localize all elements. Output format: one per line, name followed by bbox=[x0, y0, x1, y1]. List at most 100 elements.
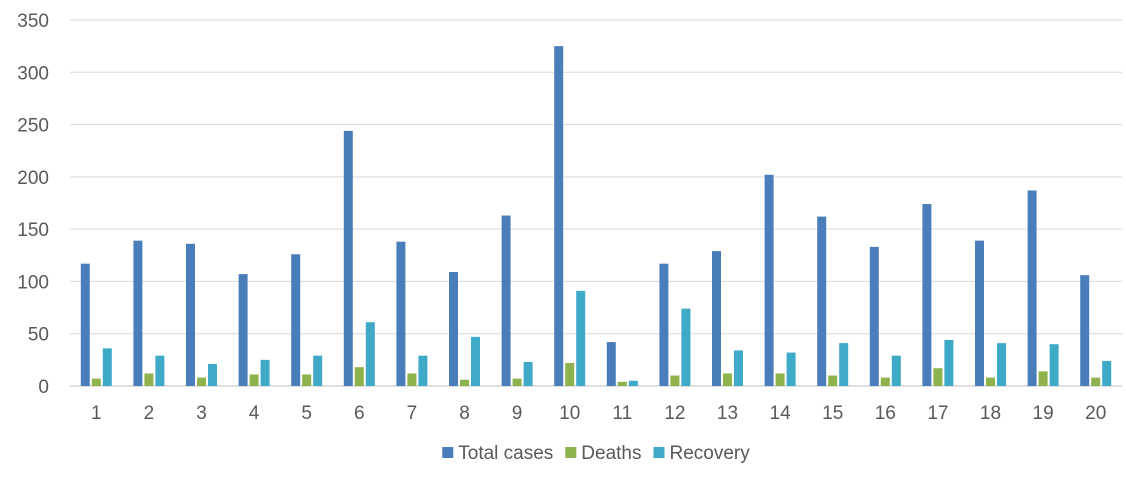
bar bbox=[1091, 377, 1101, 386]
x-tick-label: 17 bbox=[927, 403, 948, 424]
x-tick-label: 1 bbox=[91, 403, 102, 424]
bar bbox=[1038, 371, 1048, 386]
bar bbox=[828, 375, 838, 386]
bar bbox=[1027, 190, 1037, 386]
bar bbox=[944, 339, 954, 386]
bar bbox=[501, 215, 511, 386]
legend-label: Deaths bbox=[581, 443, 641, 464]
bar bbox=[880, 377, 890, 386]
bar bbox=[313, 355, 323, 386]
x-tick-label: 19 bbox=[1033, 403, 1054, 424]
series-total-cases bbox=[80, 46, 1090, 387]
x-tick-label: 2 bbox=[144, 403, 155, 424]
bar bbox=[933, 368, 943, 386]
bar bbox=[260, 359, 270, 386]
bar bbox=[155, 355, 165, 386]
bar bbox=[291, 254, 301, 386]
bar bbox=[869, 246, 879, 386]
bar bbox=[396, 241, 406, 386]
bar bbox=[891, 355, 901, 386]
bar bbox=[997, 343, 1006, 386]
y-tick-label: 200 bbox=[17, 168, 49, 189]
bar bbox=[554, 46, 564, 387]
bar bbox=[986, 377, 995, 386]
bar bbox=[471, 336, 480, 386]
bar bbox=[80, 263, 90, 386]
bar bbox=[249, 374, 259, 386]
legend: Total cases Deaths Recovery bbox=[442, 443, 750, 464]
bars bbox=[80, 46, 1112, 387]
bar bbox=[302, 374, 312, 386]
y-tick-label: 50 bbox=[28, 325, 49, 346]
x-tick-label: 15 bbox=[822, 403, 843, 424]
bar bbox=[670, 375, 680, 386]
bar bbox=[144, 373, 154, 386]
bar bbox=[712, 251, 721, 386]
bar bbox=[659, 263, 669, 386]
x-tick-label: 6 bbox=[354, 403, 365, 424]
bar bbox=[786, 352, 796, 386]
legend-label: Total cases bbox=[458, 443, 553, 464]
x-tick-label: 12 bbox=[664, 403, 685, 424]
x-tick-label: 5 bbox=[301, 403, 312, 424]
bar bbox=[102, 348, 112, 386]
x-tick-label: 3 bbox=[196, 403, 207, 424]
x-tick-label: 18 bbox=[980, 403, 1001, 424]
bar bbox=[365, 322, 375, 386]
legend-item: Recovery bbox=[653, 443, 750, 464]
bar bbox=[512, 378, 522, 386]
bar bbox=[628, 380, 638, 386]
bar bbox=[576, 290, 586, 386]
y-tick-label: 0 bbox=[38, 377, 49, 398]
x-tick-label: 10 bbox=[559, 403, 580, 424]
bar bbox=[1080, 275, 1090, 386]
bar bbox=[734, 350, 743, 386]
x-tick-label: 20 bbox=[1085, 403, 1106, 424]
x-tick-label: 13 bbox=[717, 403, 738, 424]
bar bbox=[817, 216, 827, 386]
x-tick-label: 16 bbox=[875, 403, 896, 424]
legend-item: Deaths bbox=[565, 443, 642, 464]
x-tick-label: 8 bbox=[459, 403, 470, 424]
bar bbox=[407, 373, 417, 386]
bar bbox=[460, 379, 469, 386]
legend-label: Recovery bbox=[669, 443, 750, 464]
y-axis: 0 50 100 150 200 250 300 350 bbox=[17, 11, 49, 398]
legend-swatch bbox=[653, 447, 665, 458]
bar bbox=[723, 373, 732, 386]
bar bbox=[565, 362, 575, 386]
bar bbox=[91, 378, 101, 386]
y-tick-label: 300 bbox=[17, 63, 49, 84]
y-tick-label: 100 bbox=[17, 272, 49, 293]
bar bbox=[197, 377, 206, 386]
bar bbox=[1049, 344, 1059, 386]
bar bbox=[839, 343, 849, 386]
bar bbox=[681, 308, 691, 386]
bar bbox=[775, 373, 785, 386]
bar bbox=[343, 130, 353, 386]
series-deaths bbox=[91, 362, 1101, 386]
x-tick-label: 14 bbox=[770, 403, 792, 424]
bar bbox=[133, 240, 143, 386]
legend-swatch bbox=[442, 447, 454, 458]
bar bbox=[617, 381, 627, 386]
bar bbox=[606, 342, 616, 386]
bar bbox=[418, 355, 428, 386]
series-recovery bbox=[102, 290, 1112, 386]
bar bbox=[1102, 360, 1112, 386]
y-tick-label: 250 bbox=[17, 116, 49, 137]
x-tick-label: 7 bbox=[407, 403, 418, 424]
bar bbox=[449, 272, 458, 386]
legend-item: Total cases bbox=[442, 443, 553, 464]
y-tick-label: 350 bbox=[17, 11, 49, 32]
y-tick-label: 150 bbox=[17, 220, 49, 241]
gridlines bbox=[70, 19, 1122, 387]
bar bbox=[764, 174, 774, 386]
x-tick-label: 4 bbox=[249, 403, 260, 424]
bar bbox=[208, 364, 217, 386]
bar bbox=[922, 204, 932, 386]
bar bbox=[238, 274, 248, 386]
bar bbox=[186, 243, 195, 386]
